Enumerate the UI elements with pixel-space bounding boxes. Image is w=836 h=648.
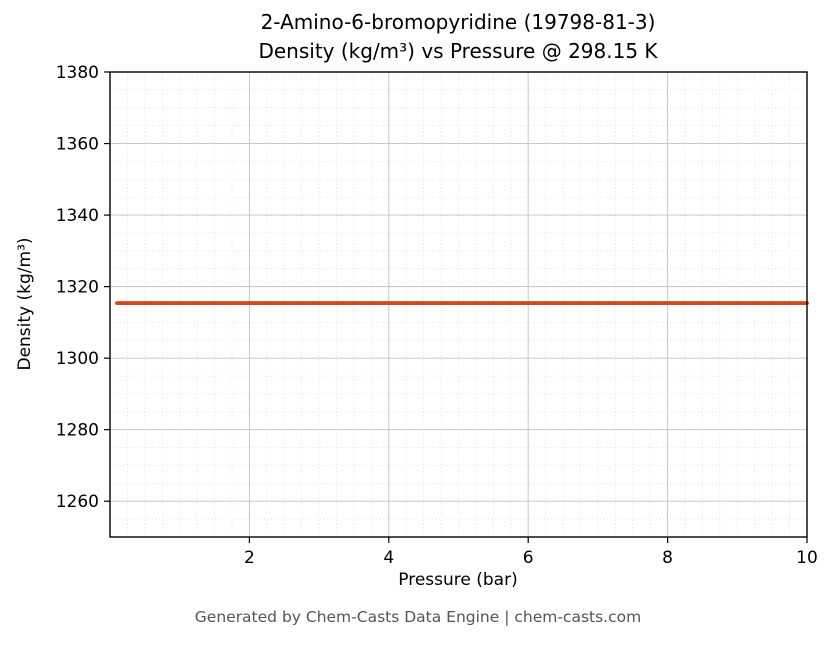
axis-ticks <box>104 71 808 543</box>
y-tick-label: 1300 <box>56 349 99 369</box>
chart-title-line1: 2-Amino-6-bromopyridine (19798-81-3) <box>261 10 656 34</box>
chart-title-line2: Density (kg/m³) vs Pressure @ 298.15 K <box>258 39 658 63</box>
y-tick-label: 1320 <box>56 278 99 298</box>
axis-tick-labels: 2 4 6 8 10 1260 1280 1300 1320 1340 1360 1380 <box>56 63 818 568</box>
x-tick-label: 2 <box>244 548 255 568</box>
y-tick-label: 1360 <box>56 135 99 155</box>
x-tick-label: 8 <box>662 548 673 568</box>
y-axis-label: Density (kg/m³) <box>15 237 35 370</box>
x-tick-label: 6 <box>523 548 534 568</box>
x-tick-label: 4 <box>383 548 394 568</box>
x-tick-label: 10 <box>796 548 818 568</box>
footer-credit: Generated by Chem-Casts Data Engine | ch… <box>195 608 641 626</box>
plot-border <box>109 71 808 538</box>
y-tick-label: 1280 <box>56 421 99 441</box>
y-tick-label: 1380 <box>56 63 99 83</box>
x-axis-label: Pressure (bar) <box>398 570 517 590</box>
y-tick-label: 1260 <box>56 492 99 512</box>
y-tick-label: 1340 <box>56 206 99 226</box>
